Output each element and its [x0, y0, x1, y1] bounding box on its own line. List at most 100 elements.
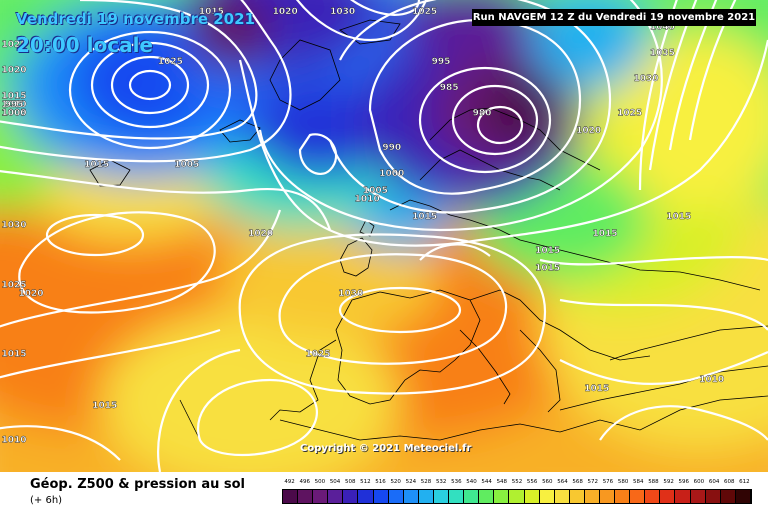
isobar-label: 1020	[273, 7, 298, 17]
isobar-label: 1000	[379, 169, 404, 179]
legend-label: 576	[602, 479, 614, 485]
legend-swatch	[584, 490, 600, 503]
isobar-label: 1010	[1, 435, 26, 445]
isobar-label: 995	[432, 57, 451, 67]
isobar-label: 1015	[584, 384, 609, 394]
legend-label: 608	[724, 479, 735, 485]
legend-swatch	[660, 490, 676, 503]
legend-swatch	[388, 490, 404, 503]
legend-label: 584	[633, 479, 644, 485]
legend-label: 520	[390, 479, 401, 485]
isobar-label: 1035	[650, 48, 675, 58]
legend-labels: 492 496 500 504 508 512 516 520 524 528 532 536 540 5…	[282, 479, 752, 489]
isobar-label: 1020	[18, 289, 43, 299]
legend-swatch	[298, 490, 314, 503]
legend-swatch	[720, 490, 736, 503]
legend-label: 516	[375, 479, 386, 485]
legend-swatch	[645, 490, 661, 503]
legend-swatch	[615, 490, 631, 503]
copyright-notice: Copyright © 2021 Meteociel.fr	[300, 443, 472, 454]
map-time-title: 20:00 locale	[16, 33, 153, 57]
legend-swatch	[554, 490, 570, 503]
legend-swatch	[464, 490, 480, 503]
isobar-label: 1025	[305, 349, 330, 359]
isobar-label: 990	[382, 143, 401, 153]
isobar-label: 1020	[248, 229, 273, 239]
legend-label: 564	[557, 479, 568, 485]
isobar-label: 1025	[617, 109, 642, 119]
isobar-label: 1015	[84, 160, 109, 170]
isobar-label: 1030	[1, 220, 26, 230]
legend-swatch	[328, 490, 344, 503]
legend-swatch	[433, 490, 450, 503]
legend-label: 580	[617, 479, 629, 485]
isobar-label: 1015	[592, 229, 617, 239]
color-legend	[282, 489, 752, 504]
isobar-label: 1025	[1, 281, 26, 291]
legend-label: 552	[511, 479, 523, 485]
isobar-label: 1015	[412, 212, 437, 222]
isobar-label: 1015	[92, 401, 117, 411]
legend-label: 512	[360, 479, 371, 485]
legend-swatch	[675, 490, 691, 503]
footer-title: Géop. Z500 & pression au sol	[30, 477, 245, 492]
legend-label: 568	[572, 479, 583, 485]
legend-label: 544	[481, 479, 492, 485]
isobar-label: 1005	[174, 160, 199, 170]
isobar-label: 1015	[535, 246, 560, 256]
isobar-label: 1040	[650, 23, 675, 33]
legend-swatch	[705, 490, 721, 503]
isobar-label: 1000	[1, 109, 26, 119]
isobar-label: 995	[5, 100, 24, 110]
legend-label: 596	[678, 479, 690, 485]
legend-swatch	[449, 490, 465, 503]
isobar-label: 1010	[355, 195, 380, 205]
isobar-label: 1015	[199, 7, 224, 17]
legend-label: 536	[451, 479, 462, 485]
map-canvas: 1030 102510201015102510201015101010051000…	[0, 0, 768, 472]
legend-label: 588	[648, 479, 659, 485]
legend-label: 592	[663, 479, 674, 485]
isobar-labels: 1030 102510201015102510201015101010051000…	[1, 7, 724, 446]
legend-swatch	[569, 490, 585, 503]
legend-swatch	[313, 490, 329, 503]
legend-label: 492	[284, 479, 295, 485]
isobar-label: 1015	[535, 263, 560, 273]
legend-label: 540	[466, 479, 477, 485]
isobar-label: 1030	[633, 74, 658, 84]
legend-swatch	[690, 490, 706, 503]
isobar-label: 1025	[1, 40, 26, 50]
legend-swatch	[599, 490, 616, 503]
isobar-label: 1010	[699, 375, 724, 385]
legend-swatch	[358, 490, 374, 503]
legend-label: 496	[299, 479, 310, 485]
legend-label: 500	[314, 479, 326, 485]
legend-swatch	[539, 490, 555, 503]
legend-swatch	[630, 490, 646, 503]
legend-swatch	[735, 490, 751, 503]
legend-label: 524	[405, 479, 417, 485]
legend-label: 532	[435, 479, 447, 485]
weather-map: 1030 1025 1020 1015 1025 1020 1015 1010 1005 1000…	[0, 0, 768, 472]
isobar-label: 1025	[412, 7, 437, 17]
legend-swatch	[403, 490, 419, 503]
isobar-label: 985	[440, 83, 459, 93]
legend-label: 572	[587, 479, 599, 485]
map-date-title: Vendredi 19 novembre 2021	[16, 10, 255, 28]
legend-swatch	[418, 490, 434, 503]
legend-swatch	[373, 490, 389, 503]
isobar-label: 1030	[338, 289, 363, 299]
isobar-label: 1005	[1, 109, 26, 119]
isobar-label: 1030	[330, 7, 355, 17]
legend-swatch	[524, 490, 540, 503]
legend-label: 612	[739, 479, 750, 485]
legend-label: 604	[708, 479, 720, 485]
isobar-label: 1015	[1, 91, 26, 101]
legend-swatch	[283, 490, 299, 503]
legend-swatch	[494, 490, 510, 503]
isobar-label: 1020	[1, 66, 26, 76]
isobar-label: 1025	[158, 57, 183, 67]
legend-swatch	[479, 490, 495, 503]
legend-label: 560	[542, 479, 553, 485]
footer-subtitle: (+ 6h)	[30, 495, 63, 506]
